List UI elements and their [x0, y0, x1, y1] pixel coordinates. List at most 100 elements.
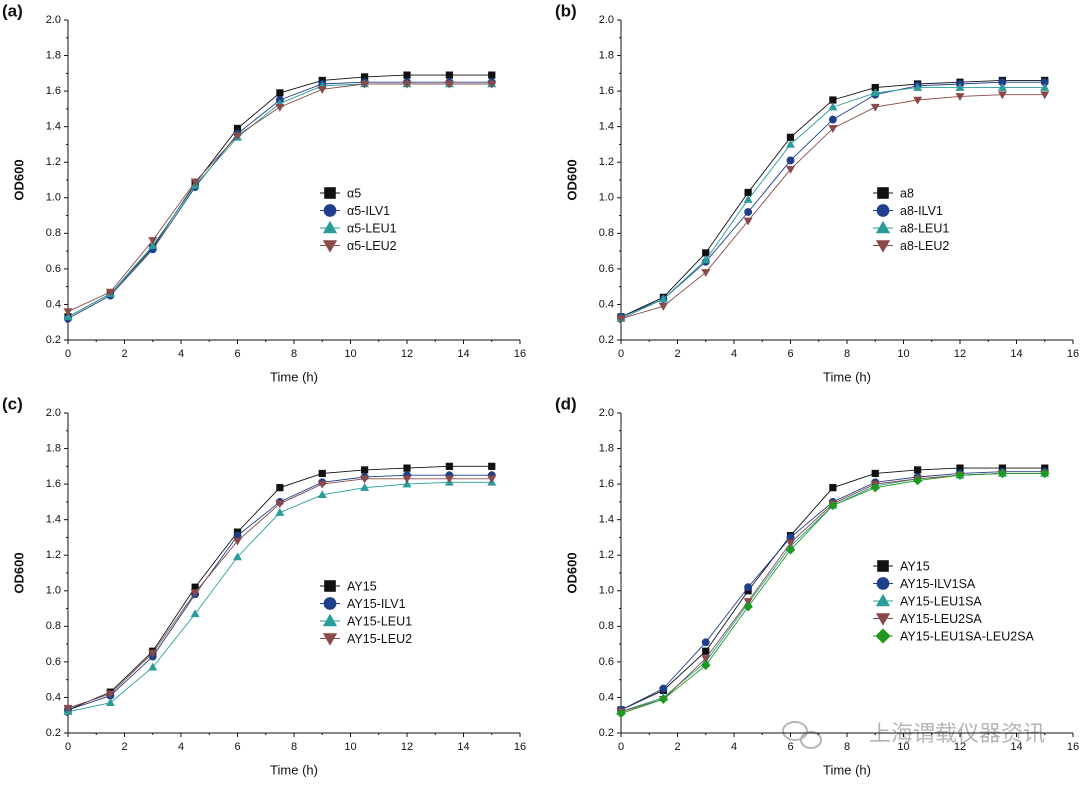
legend-marker	[322, 633, 338, 646]
y-tick-label: 0.2	[46, 334, 61, 346]
y-tick-label: 2.0	[599, 14, 614, 26]
x-tick-label: 0	[618, 741, 624, 753]
marker	[63, 308, 73, 317]
legend-marker	[877, 187, 889, 199]
x-tick-label: 4	[178, 741, 184, 753]
y-tick-label: 1.6	[599, 478, 614, 490]
marker	[276, 484, 284, 492]
legend-label: AY15-LEU1	[347, 614, 412, 628]
marker	[701, 255, 711, 264]
marker	[743, 194, 753, 203]
y-tick-label: 2.0	[46, 14, 61, 26]
panel-label: (a)	[2, 1, 23, 20]
legend-marker	[324, 580, 336, 592]
y-tick-label: 1.8	[599, 49, 614, 61]
marker	[870, 103, 880, 112]
x-tick-label: 16	[514, 348, 526, 360]
marker	[276, 89, 284, 97]
marker	[658, 294, 668, 303]
x-tick-label: 8	[844, 348, 850, 360]
marker	[828, 115, 837, 124]
marker	[1040, 82, 1050, 91]
marker	[360, 483, 370, 491]
x-tick-label: 6	[234, 348, 240, 360]
y-tick-label: 0.4	[599, 691, 614, 703]
y-tick-label: 1.4	[46, 514, 61, 526]
marker	[275, 500, 285, 509]
marker	[148, 237, 158, 246]
x-tick-label: 12	[401, 741, 413, 753]
x-tick-label: 10	[897, 741, 909, 753]
marker	[402, 479, 412, 488]
y-tick-label: 0.8	[46, 227, 61, 239]
marker	[658, 302, 668, 311]
marker	[317, 86, 327, 94]
marker	[63, 312, 73, 321]
marker	[360, 475, 370, 484]
y-tick-label: 1.4	[599, 514, 614, 526]
y-tick-label: 0.2	[46, 727, 61, 739]
marker	[701, 269, 711, 278]
y-tick-label: 0.2	[599, 334, 614, 346]
x-tick-label: 2	[674, 741, 680, 753]
legend-label: α5	[347, 186, 361, 200]
x-axis-title: Time (h)	[270, 762, 318, 777]
x-tick-label: 2	[674, 348, 680, 360]
y-tick-label: 0.4	[46, 691, 61, 703]
marker	[275, 103, 285, 112]
marker	[402, 475, 412, 484]
marker	[403, 71, 411, 79]
x-tick-label: 0	[65, 348, 71, 360]
series-line	[67, 481, 492, 713]
marker	[744, 188, 752, 197]
legend-label: AY15-ILV1	[347, 597, 406, 611]
marker	[744, 208, 753, 216]
legend-label: AY15-LEU2SA	[900, 612, 982, 626]
marker	[190, 589, 200, 598]
y-tick-label: 1.8	[46, 49, 61, 61]
x-tick-label: 16	[514, 741, 526, 753]
y-axis-title: OD600	[564, 552, 579, 593]
y-tick-label: 1.2	[599, 549, 614, 561]
legend-marker	[322, 613, 338, 627]
legend-label: AY15-LEU1SA	[900, 594, 982, 608]
marker	[487, 475, 497, 484]
panel-label: (d)	[555, 394, 577, 413]
marker	[997, 82, 1007, 91]
marker	[1040, 91, 1050, 100]
legend-marker	[322, 220, 338, 234]
legend-label: α5-LEU2	[347, 239, 397, 253]
x-tick-label: 14	[457, 348, 469, 360]
x-tick-label: 0	[65, 741, 71, 753]
legend-label: AY15-LEU1SA-LEU2SA	[900, 629, 1035, 643]
marker	[743, 602, 753, 612]
marker	[997, 468, 1008, 479]
y-tick-label: 0.6	[46, 656, 61, 668]
y-tick-label: 1.0	[599, 192, 614, 204]
marker	[616, 315, 626, 324]
marker	[912, 475, 923, 486]
panel-label: (c)	[2, 394, 23, 413]
x-tick-label: 12	[954, 348, 966, 360]
x-tick-label: 12	[401, 348, 413, 360]
x-tick-label: 2	[121, 741, 127, 753]
marker	[317, 490, 327, 499]
marker	[829, 484, 837, 492]
x-tick-label: 0	[618, 348, 624, 360]
x-tick-label: 8	[291, 348, 297, 360]
y-tick-label: 2.0	[46, 407, 61, 419]
series-line	[67, 83, 492, 312]
marker	[445, 462, 453, 470]
marker	[955, 470, 965, 480]
x-tick-label: 8	[844, 741, 850, 753]
legend-label: α5-ILV1	[347, 204, 390, 218]
y-tick-label: 1.4	[46, 121, 61, 133]
y-tick-label: 0.2	[599, 727, 614, 739]
panel-label: (b)	[555, 1, 577, 20]
marker	[828, 500, 838, 511]
y-tick-label: 1.6	[599, 85, 614, 97]
marker	[786, 133, 795, 141]
x-tick-label: 10	[897, 348, 909, 360]
x-tick-label: 4	[178, 348, 184, 360]
